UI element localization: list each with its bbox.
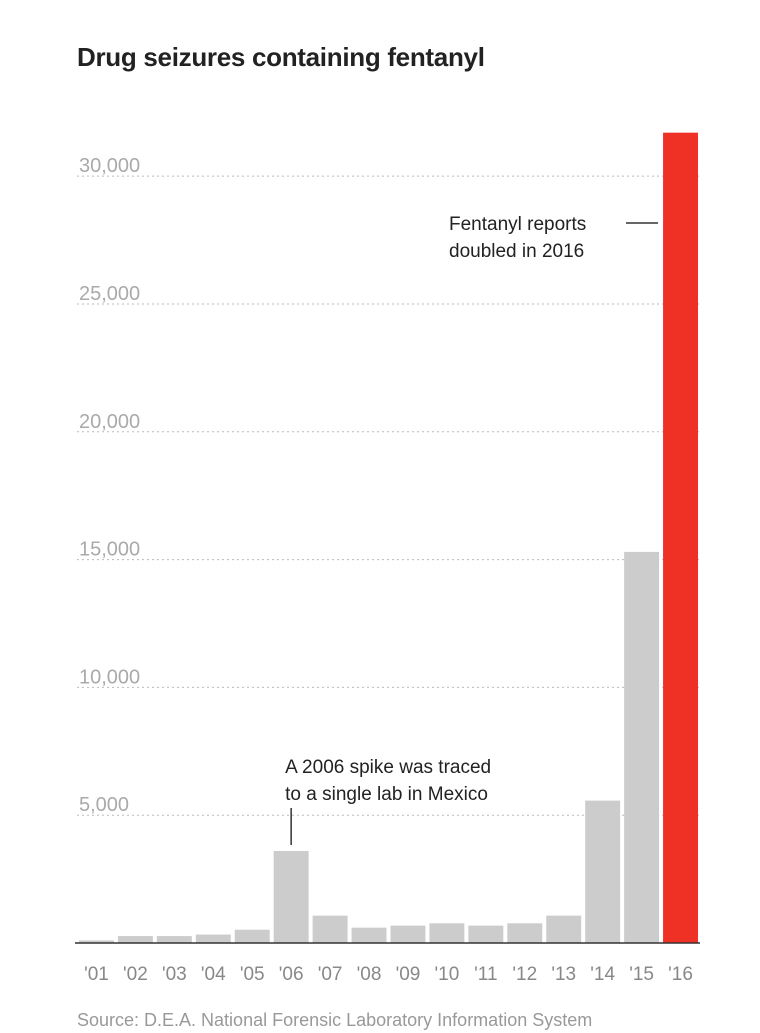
y-tick-label: 30,000 [79, 155, 140, 177]
bar-14 [585, 800, 621, 943]
x-tick-label: '10 [435, 964, 460, 985]
bar-13 [546, 915, 582, 943]
x-tick-label: '09 [396, 964, 421, 985]
bar-02 [117, 936, 153, 943]
x-tick-label: '02 [123, 964, 148, 985]
bar-03 [156, 936, 192, 943]
annotation-2016-line: doubled in 2016 [449, 241, 584, 262]
bar-07 [312, 915, 348, 943]
x-tick-label: '03 [162, 964, 187, 985]
x-tick-label: '13 [551, 964, 576, 985]
x-tick-label: '16 [668, 964, 693, 985]
bar-11 [468, 925, 504, 943]
y-tick-label: 15,000 [79, 539, 140, 561]
y-tick-label: 5,000 [79, 794, 129, 816]
bar-09 [390, 925, 426, 943]
x-tick-label: '11 [474, 964, 497, 985]
annotations: A 2006 spike was traced to a single lab i… [285, 214, 659, 845]
annotation-2016-line: Fentanyl reports [449, 214, 586, 235]
y-tick-label: 25,000 [79, 283, 140, 305]
bar-05 [234, 929, 270, 943]
x-tick-label: '14 [590, 964, 615, 985]
x-tick-label: '12 [512, 964, 537, 985]
x-axis-ticks: '01 '02 '03 '04 '05 '06 '07 '08 '09 '10 '11 '12 '13 '… [84, 964, 693, 985]
y-axis-ticks: 5,000 10,000 15,000 20,000 25,000 30,000 [79, 155, 140, 816]
bar-04 [195, 934, 231, 943]
bar-01 [79, 940, 114, 943]
x-tick-label: '15 [629, 964, 654, 985]
x-tick-label: '06 [279, 964, 304, 985]
bar-16 [663, 132, 698, 943]
bar-15 [624, 551, 660, 943]
annotation-2006-line: to a single lab in Mexico [285, 784, 488, 805]
x-tick-label: '07 [318, 964, 343, 985]
x-tick-label: '05 [240, 964, 265, 985]
bar-08 [351, 927, 387, 943]
chart-title: Drug seizures containing fentanyl [77, 42, 485, 72]
y-tick-label: 10,000 [79, 666, 140, 688]
y-tick-label: 20,000 [79, 411, 140, 433]
x-tick-label: '01 [84, 964, 109, 985]
bars [79, 132, 698, 943]
bar-06 [273, 850, 309, 943]
gridlines [77, 175, 700, 816]
x-tick-label: '04 [201, 964, 226, 985]
bar-12 [507, 923, 543, 943]
x-tick-label: '08 [357, 964, 382, 985]
annotation-2006-line: A 2006 spike was traced [285, 757, 491, 778]
source-note: Source: D.E.A. National Forensic Laborat… [77, 1010, 593, 1030]
bar-10 [429, 923, 465, 943]
